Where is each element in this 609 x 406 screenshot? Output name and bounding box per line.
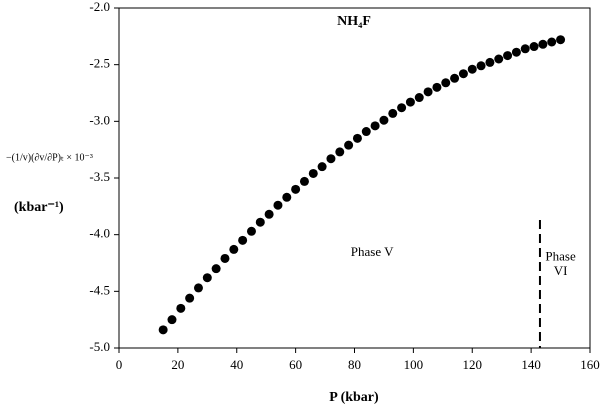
point: [291, 184, 301, 194]
point: [397, 103, 407, 113]
point: [326, 154, 336, 164]
point: [423, 87, 433, 97]
y-axis-label: (kbar⁻¹): [14, 200, 64, 215]
point: [344, 140, 354, 150]
point: [282, 192, 292, 202]
x-axis-label: P (kbar): [329, 390, 379, 405]
point: [255, 217, 265, 227]
point: [485, 57, 495, 67]
point: [432, 82, 442, 92]
point: [158, 325, 168, 335]
x-tick-label: 0: [116, 357, 123, 372]
point: [229, 244, 239, 254]
point: [299, 176, 309, 186]
point: [547, 37, 557, 47]
point: [202, 273, 212, 283]
point: [520, 44, 530, 54]
y-tick-label: -2.0: [89, 0, 110, 14]
chart-title: NH₄F: [337, 14, 371, 29]
y-tick-label: -4.0: [89, 226, 110, 241]
point: [538, 39, 548, 49]
point: [308, 168, 318, 178]
point: [352, 133, 362, 143]
point: [238, 235, 248, 245]
point: [185, 293, 195, 303]
point: [370, 121, 380, 131]
point: [405, 97, 415, 107]
point: [441, 78, 451, 88]
point: [476, 61, 486, 71]
point: [246, 226, 256, 236]
y-tick-label: -2.5: [89, 56, 110, 71]
x-tick-label: 80: [348, 357, 361, 372]
annotation: Phase V: [351, 244, 394, 259]
x-tick-label: 60: [289, 357, 302, 372]
point: [220, 253, 230, 263]
point: [467, 64, 477, 74]
point: [211, 264, 221, 274]
point: [361, 127, 371, 137]
x-tick-label: 160: [580, 357, 600, 372]
point: [511, 47, 521, 57]
x-tick-label: 140: [521, 357, 541, 372]
x-tick-label: 120: [463, 357, 483, 372]
point: [335, 147, 345, 157]
annotation: VI: [554, 263, 568, 278]
point: [494, 54, 504, 64]
point: [556, 35, 566, 45]
point: [414, 93, 424, 103]
point: [503, 51, 513, 61]
point: [273, 200, 283, 210]
point: [450, 73, 460, 83]
x-tick-label: 40: [230, 357, 243, 372]
point: [317, 162, 327, 172]
x-tick-label: 100: [404, 357, 424, 372]
point: [529, 42, 539, 52]
y-tick-label: -3.0: [89, 112, 110, 127]
point: [176, 303, 186, 313]
y-axis-formula: −(1/v)(∂v/∂P)ₜ × 10⁻³: [6, 152, 93, 163]
point: [458, 69, 468, 79]
x-tick-label: 20: [171, 357, 184, 372]
y-tick-label: -3.5: [89, 169, 110, 184]
point: [388, 108, 398, 118]
point: [193, 283, 203, 293]
point: [264, 209, 274, 219]
point: [167, 315, 177, 325]
y-tick-label: -5.0: [89, 339, 110, 354]
point: [379, 115, 389, 125]
y-tick-label: -4.5: [89, 282, 110, 297]
annotation: Phase: [545, 248, 576, 263]
